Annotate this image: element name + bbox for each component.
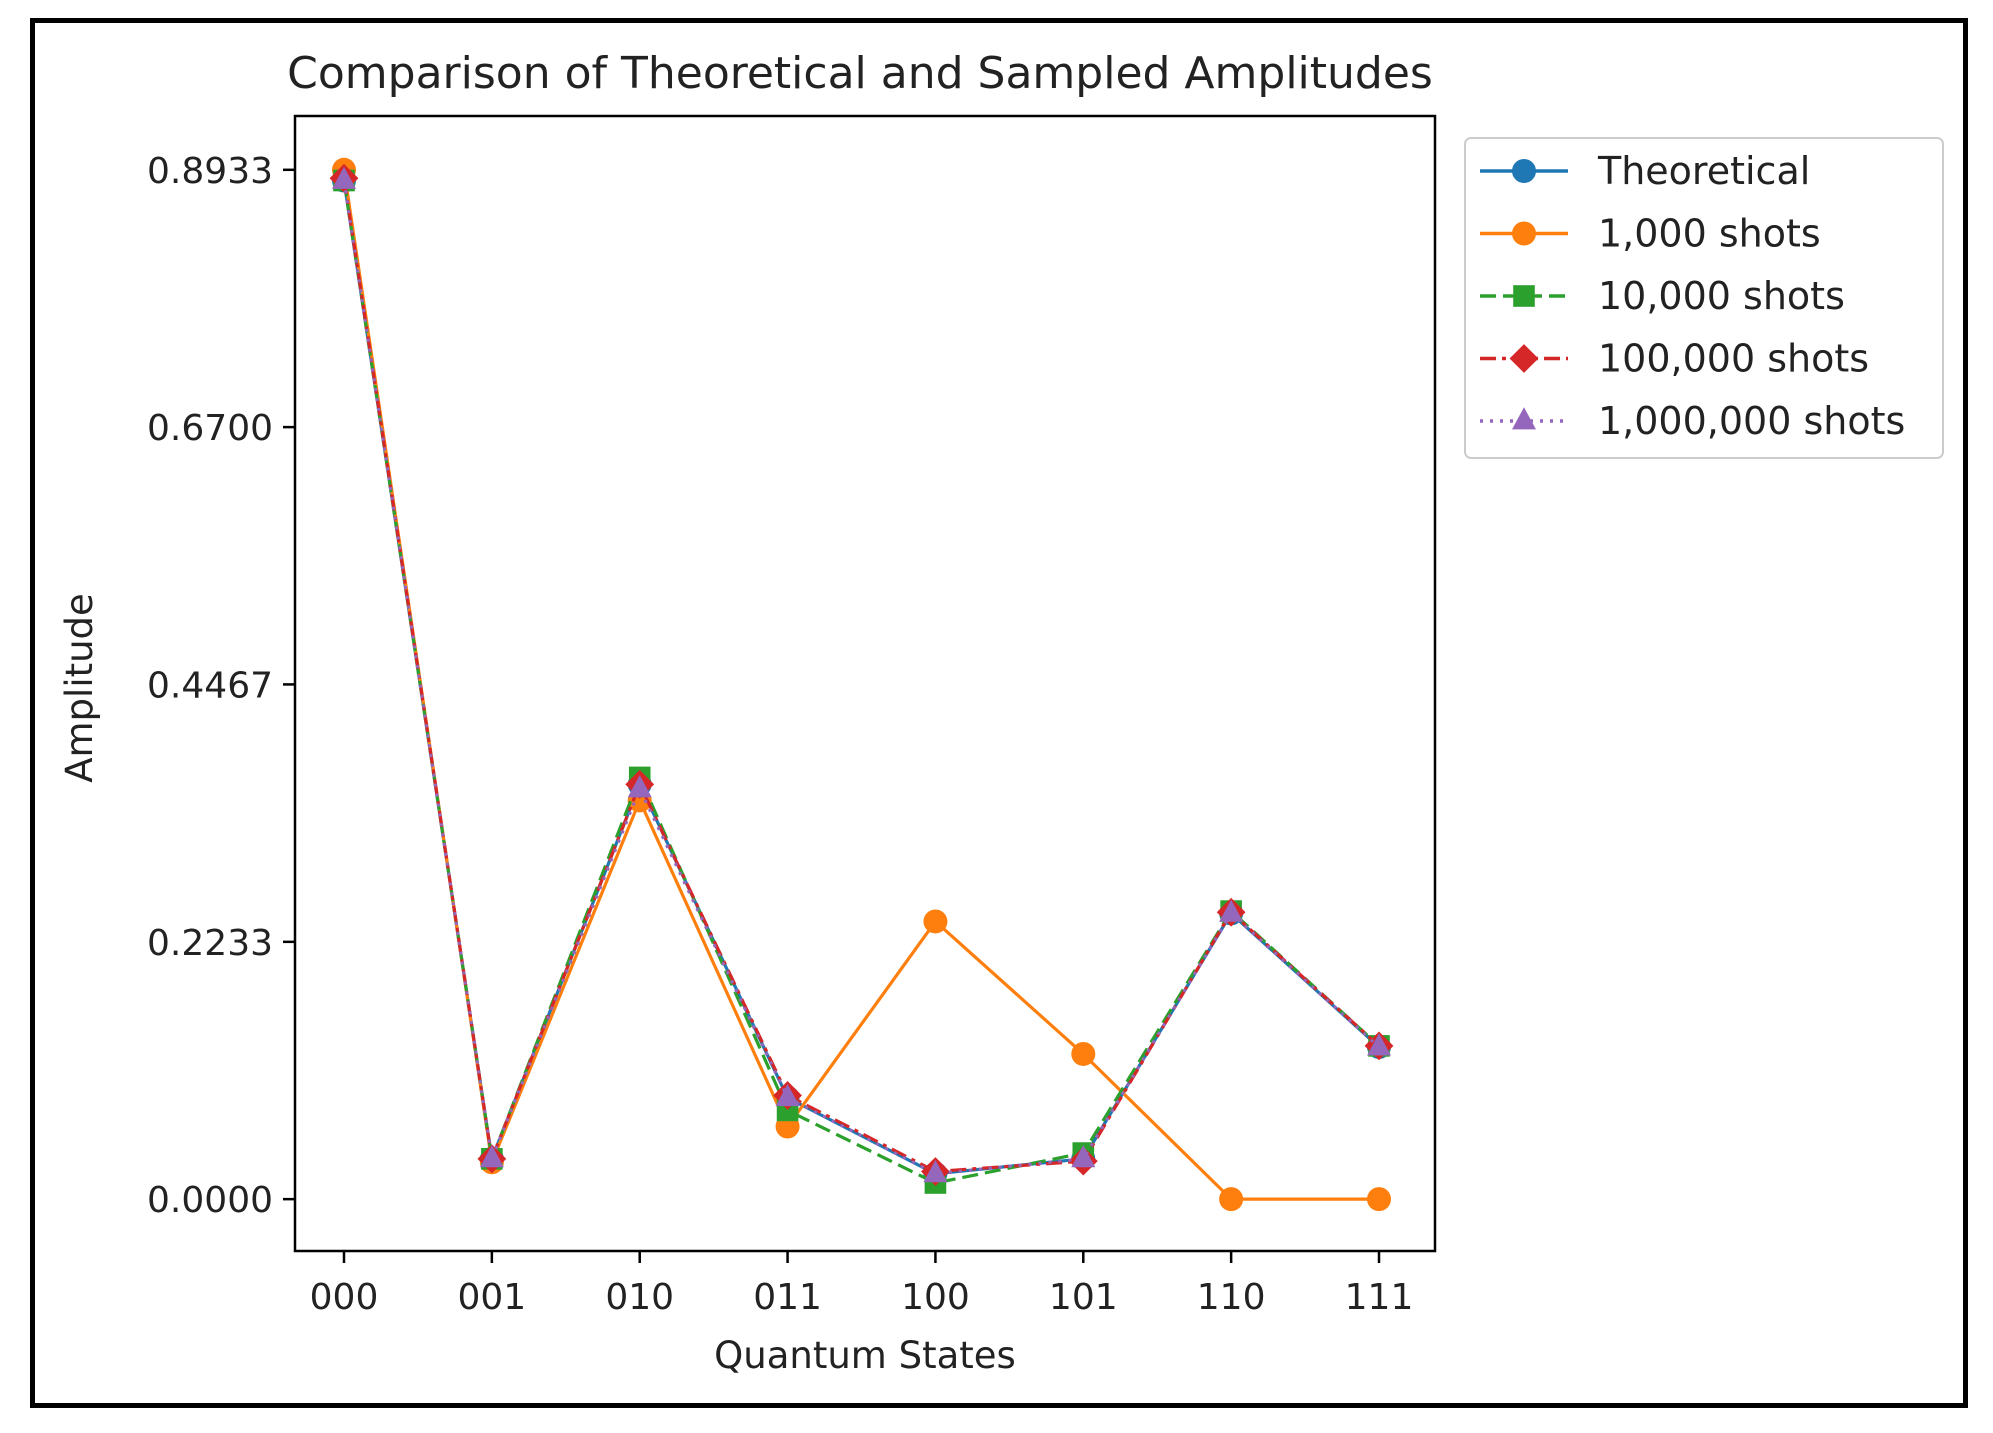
- x-axis-label: Quantum States: [714, 1334, 1016, 1377]
- triangle-marker: [775, 1083, 800, 1107]
- y-axis: 0.0000 0.2233 0.4467 0.6700 0.8933: [147, 151, 295, 1221]
- circle-marker: [1219, 1187, 1244, 1212]
- legend-label: 10,000 shots: [1598, 274, 1845, 318]
- x-axis: 000 001 010 011 100 101 110 111: [310, 1251, 1414, 1318]
- triangle-marker: [479, 1145, 504, 1168]
- legend-label: 100,000 shots: [1598, 337, 1869, 381]
- x-tick-label: 010: [605, 1277, 674, 1318]
- y-tick-label: 0.8933: [147, 151, 273, 192]
- y-axis-label: Amplitude: [58, 593, 101, 783]
- y-tick-label: 0.6700: [147, 408, 273, 449]
- x-tick-label: 110: [1197, 1277, 1266, 1318]
- circle-marker: [1367, 1187, 1391, 1212]
- triangle-marker: [1512, 407, 1536, 430]
- triangle-marker: [1071, 1145, 1096, 1168]
- circle-marker: [923, 909, 948, 934]
- circle-marker: [1512, 159, 1536, 183]
- triangle-marker: [923, 1159, 948, 1183]
- x-tick-label: 100: [901, 1277, 970, 1318]
- x-tick-label: 001: [457, 1277, 526, 1318]
- diamond-marker: [1509, 344, 1539, 373]
- legend: Theoretical 1,000 shots 10,000 shots 100,00…: [1464, 137, 1944, 459]
- series-line: [342, 177, 1381, 1174]
- x-tick-label: 000: [310, 1277, 379, 1318]
- legend-label: 1,000 shots: [1598, 212, 1821, 256]
- triangle-marker: [1219, 899, 1244, 922]
- triangle-marker: [1367, 1033, 1391, 1056]
- series-5: [332, 166, 1391, 1183]
- triangle-marker: [627, 775, 652, 798]
- series-line: [342, 169, 1379, 1201]
- square-marker: [1513, 285, 1535, 307]
- triangle-marker: [332, 166, 356, 189]
- x-tick-label: 101: [1049, 1277, 1118, 1318]
- x-tick-label: 011: [753, 1277, 822, 1318]
- series-2: [332, 157, 1391, 1212]
- legend-box: [1464, 137, 1944, 459]
- x-tick-label: 111: [1345, 1277, 1414, 1318]
- legend-label: Theoretical: [1597, 149, 1810, 193]
- circle-marker: [1071, 1041, 1096, 1066]
- plot-area: [293, 114, 1437, 1253]
- legend-label: 1,000,000 shots: [1598, 399, 1905, 443]
- series-layer: [329, 157, 1394, 1212]
- y-tick-label: 0.4467: [147, 665, 273, 706]
- chart-title: Comparison of Theoretical and Sampled Am…: [287, 48, 1433, 99]
- circle-marker: [1512, 221, 1536, 246]
- y-tick-label: 0.0000: [147, 1180, 273, 1221]
- y-tick-label: 0.2233: [147, 923, 273, 964]
